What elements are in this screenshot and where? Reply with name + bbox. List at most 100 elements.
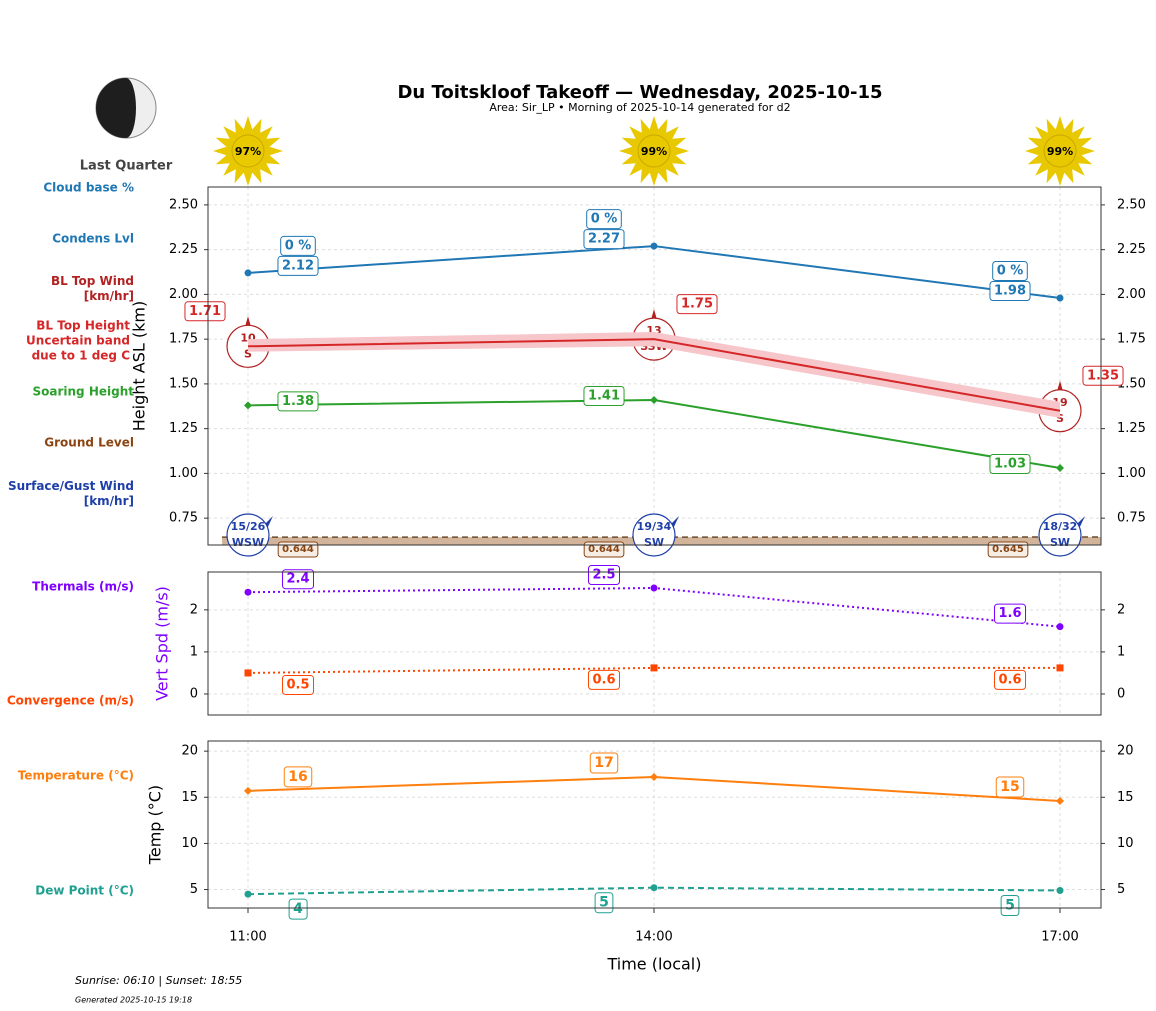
value-label-text: 0.5 (286, 677, 309, 692)
value-label: 2.4 (281, 569, 315, 590)
y-tick-label-right: 1 (1117, 644, 1125, 659)
value-label-text: 1.71 (189, 304, 221, 319)
point (1056, 886, 1064, 894)
label-box (995, 776, 1025, 798)
point (244, 786, 252, 795)
chart-title: Du Toitskloof Takeoff — Wednesday, 2025-… (397, 82, 882, 103)
sun-cover (637, 134, 671, 168)
value-label-text: 0 % (285, 238, 312, 253)
value-label: 1.03 (989, 454, 1031, 475)
y-axis-label: Temp (°C) (146, 785, 165, 865)
y-axis-label: Height ASL (km) (130, 301, 149, 431)
value-label-text: 2.27 (588, 232, 620, 247)
label-box (277, 255, 319, 276)
point (1056, 796, 1064, 805)
value-label: 0.6 (993, 669, 1027, 690)
y-tick-label-right: 10 (1117, 836, 1134, 851)
legend-label: Condens Lvl (52, 231, 134, 246)
value-label-text: 1.35 (1087, 368, 1119, 383)
value-label: 1.41 (583, 386, 625, 407)
uncertainty-band (248, 331, 1060, 418)
value-label: 1.35 (1082, 365, 1124, 386)
x-tick-label: 17:00 (1041, 930, 1078, 945)
value-label: 0 % (280, 235, 316, 256)
point (650, 396, 658, 405)
y-tick-label: 2.00 (169, 287, 198, 302)
legend-label: Cloud base % (43, 180, 134, 195)
label-box (277, 391, 319, 412)
label-box (589, 752, 619, 774)
point (244, 588, 252, 596)
legend-label: Dew Point (°C) (35, 883, 134, 898)
sun-cover (1043, 134, 1077, 168)
chart-subtitle: Area: Sir_LP • Morning of 2025-10-14 gen… (489, 101, 790, 114)
value-label-text: 0 % (997, 263, 1024, 278)
y-tick-label-right: 2.00 (1117, 287, 1146, 302)
y-tick-label-right: 2 (1117, 602, 1125, 617)
y-tick-label: 15 (181, 790, 198, 805)
point (650, 584, 658, 592)
y-tick-label: 20 (181, 744, 198, 759)
value-label-text: 1.98 (994, 283, 1026, 298)
point (650, 664, 658, 672)
value-label: 4 (288, 898, 308, 920)
value-label-text: 0.644 (588, 544, 620, 555)
value-label-text: 2.5 (592, 567, 615, 582)
label-box (989, 454, 1031, 475)
y-axis-label: Vert Spd (m/s) (153, 586, 172, 701)
value-label-text: 1.41 (588, 389, 620, 404)
value-label: 0.644 (583, 541, 625, 558)
y-tick-label: 2.50 (169, 197, 198, 212)
value-label: 1.75 (676, 294, 718, 315)
value-label-text: 1.75 (681, 297, 713, 312)
value-label: 1.71 (184, 301, 226, 322)
y-tick-label-right: 1.50 (1117, 376, 1146, 391)
sun-cover (231, 134, 265, 168)
label-box (277, 541, 319, 558)
y-tick-label: 0 (190, 686, 198, 701)
y-tick-label-right: 1.00 (1117, 466, 1146, 481)
value-label-text: 1.38 (282, 394, 314, 409)
y-tick-label-right: 0 (1117, 686, 1125, 701)
legend-label: Soaring Height (32, 384, 135, 399)
y-tick-label-right: 20 (1117, 744, 1134, 759)
x-tick-label: 14:00 (635, 930, 672, 945)
value-label-text: 2.4 (286, 572, 309, 587)
sun-label: 99% (641, 145, 667, 158)
wind-speed: 15/26 (231, 520, 266, 533)
point (1056, 294, 1064, 302)
y-tick-label: 2.25 (169, 242, 198, 257)
value-label: 1.6 (993, 603, 1027, 624)
value-label: 2.5 (587, 564, 621, 585)
label-box (993, 669, 1027, 690)
label-box (676, 294, 718, 315)
sun-label: 99% (1047, 145, 1073, 158)
generated-note: Generated 2025-10-15 19:18 (75, 996, 192, 1005)
label-box (288, 898, 308, 920)
moon-icon (95, 77, 157, 139)
y-tick-label: 1.00 (169, 466, 198, 481)
label-box (583, 386, 625, 407)
point (244, 269, 252, 277)
wind-speed: 19/34 (637, 520, 672, 533)
value-label-text: 5 (1005, 897, 1015, 913)
value-label: 15 (995, 776, 1025, 798)
value-label: 5 (594, 892, 614, 914)
sun-label: 97% (235, 145, 261, 158)
label-box (281, 569, 315, 590)
y-tick-label-right: 1.25 (1117, 421, 1146, 436)
legend-label: Surface/Gust Wind [km/hr] (8, 479, 134, 508)
value-label: 0 % (992, 260, 1028, 281)
label-box (283, 766, 313, 788)
label-box (586, 209, 622, 230)
y-tick-label: 0.75 (169, 511, 198, 526)
point (1056, 623, 1064, 631)
moon-phase: Last Quarter (80, 159, 173, 174)
point (244, 890, 252, 898)
value-label: 1.98 (989, 280, 1031, 301)
value-label: 0.5 (281, 674, 315, 695)
wind-direction: S (244, 347, 252, 360)
value-label-text: 0.644 (282, 544, 314, 555)
value-label-text: 0 % (591, 212, 618, 227)
point (244, 401, 252, 410)
